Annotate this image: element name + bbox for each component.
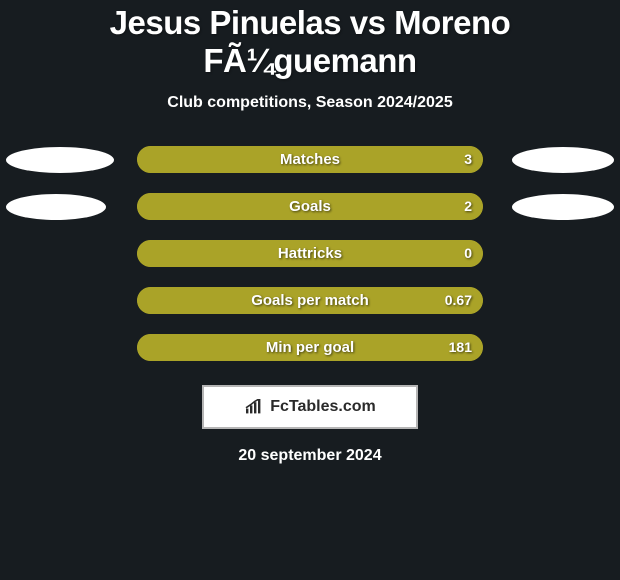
- logo-text: FcTables.com: [270, 398, 376, 416]
- stat-bar: [137, 193, 483, 220]
- bar-left: [137, 287, 483, 314]
- bar-left: [137, 334, 483, 361]
- bar-left: [137, 146, 483, 173]
- stats-container: Matches3 Goals2 Hattricks0 Goals per match0…: [0, 146, 620, 361]
- date: 20 september 2024: [0, 447, 620, 465]
- stat-row: Goals per match0.67: [0, 287, 620, 314]
- player2-pill: [512, 194, 614, 220]
- stat-bar: [137, 287, 483, 314]
- bar-left: [137, 240, 483, 267]
- player1-pill: [6, 147, 114, 173]
- stat-row: Matches3: [0, 146, 620, 173]
- comparison-card: Jesus Pinuelas vs Moreno FÃ¼guemann Club…: [0, 0, 620, 580]
- page-title: Jesus Pinuelas vs Moreno FÃ¼guemann: [0, 4, 620, 80]
- player2-pill: [512, 147, 614, 173]
- stat-bar: [137, 146, 483, 173]
- stat-row: Min per goal181: [0, 334, 620, 361]
- stat-row: Hattricks0: [0, 240, 620, 267]
- stat-bar: [137, 334, 483, 361]
- subtitle: Club competitions, Season 2024/2025: [0, 94, 620, 112]
- stat-row: Goals2: [0, 193, 620, 220]
- bar-chart-icon: [244, 399, 264, 415]
- bar-left: [137, 193, 483, 220]
- stat-bar: [137, 240, 483, 267]
- player1-pill: [6, 194, 106, 220]
- logo-box[interactable]: FcTables.com: [202, 385, 418, 429]
